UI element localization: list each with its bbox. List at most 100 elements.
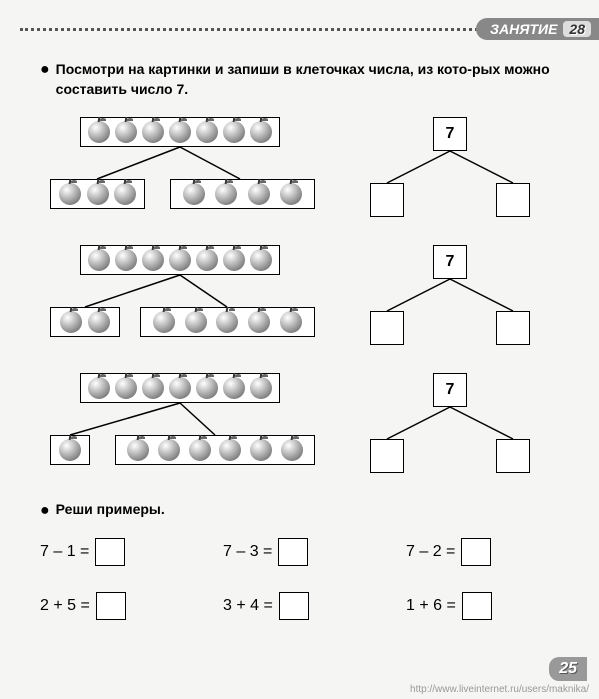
example-expression: 3 + 4 = <box>223 597 273 615</box>
number-box-top: 7 <box>433 245 467 279</box>
apple-icon <box>196 249 218 271</box>
apple-icon <box>115 249 137 271</box>
answer-box[interactable] <box>279 592 309 620</box>
number-box-left[interactable] <box>370 183 404 217</box>
examples-grid: 7 – 1 = 7 – 3 = 7 – 2 = 2 + 5 = 3 + 4 = 1 + 6… <box>40 538 579 620</box>
apple-icon <box>88 311 110 333</box>
apple-icon <box>250 249 272 271</box>
number-tree: 7 <box>350 117 550 217</box>
number-box-right[interactable] <box>496 183 530 217</box>
example-item: 3 + 4 = <box>223 592 396 620</box>
apple-icon <box>189 439 211 461</box>
example-item: 7 – 1 = <box>40 538 213 566</box>
apple-diagram <box>40 245 320 345</box>
bullet-icon: ● <box>40 60 50 99</box>
number-box-top: 7 <box>433 373 467 407</box>
lesson-label: ЗАНЯТИЕ <box>490 21 557 37</box>
apple-icon <box>185 311 207 333</box>
apple-icon <box>142 377 164 399</box>
answer-box[interactable] <box>462 592 492 620</box>
apple-icon <box>223 249 245 271</box>
apple-box-top <box>80 245 280 275</box>
apple-icon <box>88 249 110 271</box>
answer-box[interactable] <box>461 538 491 566</box>
lesson-tab: ЗАНЯТИЕ 28 <box>476 18 599 40</box>
exercise-row: 7 <box>40 373 579 473</box>
apple-icon <box>88 121 110 143</box>
apple-icon <box>87 183 109 205</box>
apple-icon <box>280 183 302 205</box>
apple-diagram <box>40 117 320 217</box>
apple-icon <box>158 439 180 461</box>
exercise-row: 7 <box>40 117 579 217</box>
apple-icon <box>250 439 272 461</box>
apple-box-left <box>50 179 145 209</box>
apple-icon <box>248 183 270 205</box>
examples-title: ● Реши примеры. <box>40 501 579 520</box>
apple-icon <box>153 311 175 333</box>
apple-icon <box>183 183 205 205</box>
answer-box[interactable] <box>95 538 125 566</box>
apple-icon <box>280 311 302 333</box>
number-box-top: 7 <box>433 117 467 151</box>
apple-icon <box>219 439 241 461</box>
instruction: Посмотри на картинки и запиши в клеточка… <box>56 60 579 99</box>
apple-icon <box>248 311 270 333</box>
apple-icon <box>127 439 149 461</box>
apple-box-right <box>140 307 315 337</box>
example-expression: 1 + 6 = <box>406 597 456 615</box>
watermark: http://www.liveinternet.ru/users/maknika… <box>410 684 589 695</box>
examples-section: ● Реши примеры. 7 – 1 = 7 – 3 = 7 – 2 = 2 +… <box>40 501 579 620</box>
number-box-left[interactable] <box>370 311 404 345</box>
instruction-text: ● Посмотри на картинки и запиши в клеточ… <box>40 60 579 99</box>
example-item: 7 – 2 = <box>406 538 579 566</box>
apple-diagram <box>40 373 320 473</box>
apple-icon <box>142 121 164 143</box>
example-expression: 7 – 1 = <box>40 543 89 561</box>
apple-icon <box>115 377 137 399</box>
number-tree: 7 <box>350 245 550 345</box>
apple-icon <box>223 377 245 399</box>
apple-box-right <box>115 435 315 465</box>
apple-icon <box>196 121 218 143</box>
apple-icon <box>215 183 237 205</box>
answer-box[interactable] <box>96 592 126 620</box>
apple-icon <box>60 311 82 333</box>
apple-box-top <box>80 373 280 403</box>
apple-icon <box>250 377 272 399</box>
apple-box-top <box>80 117 280 147</box>
example-item: 1 + 6 = <box>406 592 579 620</box>
apple-icon <box>169 249 191 271</box>
apple-box-left <box>50 435 90 465</box>
apple-icon <box>250 121 272 143</box>
page-number: 25 <box>549 657 587 681</box>
lesson-number: 28 <box>563 21 591 37</box>
apple-icon <box>142 249 164 271</box>
example-expression: 7 – 3 = <box>223 543 272 561</box>
apple-icon <box>59 183 81 205</box>
apple-icon <box>196 377 218 399</box>
apple-icon <box>114 183 136 205</box>
apple-icon <box>115 121 137 143</box>
apple-icon <box>223 121 245 143</box>
examples-title-text: Реши примеры. <box>56 501 165 520</box>
apple-icon <box>169 121 191 143</box>
apple-icon <box>216 311 238 333</box>
number-box-right[interactable] <box>496 439 530 473</box>
number-box-left[interactable] <box>370 439 404 473</box>
example-item: 2 + 5 = <box>40 592 213 620</box>
page-content: ● Посмотри на картинки и запиши в клеточ… <box>40 60 579 620</box>
example-expression: 7 – 2 = <box>406 543 455 561</box>
exercise-row: 7 <box>40 245 579 345</box>
example-item: 7 – 3 = <box>223 538 396 566</box>
apple-icon <box>59 439 81 461</box>
number-box-right[interactable] <box>496 311 530 345</box>
example-expression: 2 + 5 = <box>40 597 90 615</box>
apple-icon <box>88 377 110 399</box>
apple-icon <box>281 439 303 461</box>
apple-icon <box>169 377 191 399</box>
apple-box-left <box>50 307 120 337</box>
apple-box-right <box>170 179 315 209</box>
bullet-icon: ● <box>40 501 50 520</box>
answer-box[interactable] <box>278 538 308 566</box>
